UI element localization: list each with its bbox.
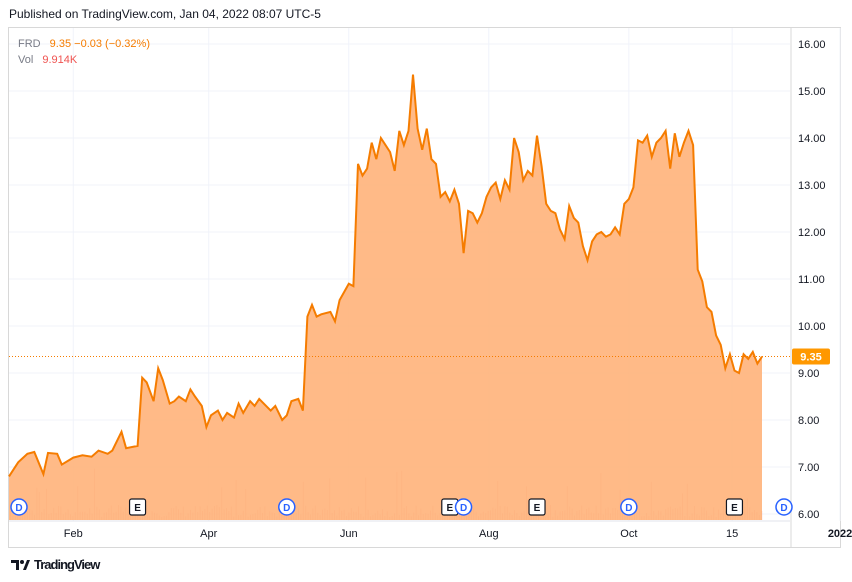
dividend-marker[interactable]: D bbox=[620, 498, 638, 516]
y-tick-label: 14.00 bbox=[798, 133, 826, 145]
price-tag: 9.35 bbox=[792, 348, 830, 365]
x-tick-label: Feb bbox=[64, 528, 83, 540]
published-caption: Published on TradingView.com, Jan 04, 20… bbox=[9, 7, 321, 21]
svg-text:E: E bbox=[731, 503, 738, 514]
x-tick-label: Oct bbox=[620, 528, 637, 540]
x-tick-label: 2022 bbox=[828, 528, 852, 540]
legend-volume-value: 9.914K bbox=[42, 54, 78, 66]
y-tick-label: 11.00 bbox=[798, 274, 825, 286]
earnings-marker[interactable]: E bbox=[725, 498, 744, 516]
svg-text:D: D bbox=[460, 503, 467, 514]
legend-volume-row: Vol 9.914K bbox=[18, 52, 150, 68]
svg-text:D: D bbox=[283, 503, 290, 514]
svg-text:E: E bbox=[134, 503, 141, 514]
tradingview-logo-icon bbox=[11, 559, 30, 570]
y-tick-label: 7.00 bbox=[798, 462, 819, 474]
dividend-marker[interactable]: D bbox=[278, 498, 296, 516]
price-axis: 6.00 7.00 8.00 9.00 10.00 11.00 12.00 13.00 14.0… bbox=[798, 39, 826, 521]
svg-text:E: E bbox=[446, 503, 453, 514]
svg-text:D: D bbox=[625, 503, 632, 514]
y-tick-label: 8.00 bbox=[798, 415, 819, 427]
earnings-marker[interactable]: E bbox=[528, 498, 546, 516]
legend-price: 9.35 bbox=[49, 38, 72, 50]
price-tag-box bbox=[792, 348, 830, 365]
earnings-marker[interactable]: E bbox=[128, 498, 147, 516]
dividend-marker[interactable]: D bbox=[10, 498, 28, 516]
legend-symbol: FRD bbox=[18, 38, 41, 50]
svg-text:D: D bbox=[780, 503, 787, 514]
dividend-marker[interactable]: D bbox=[775, 498, 793, 516]
y-tick-label: 16.00 bbox=[798, 39, 826, 51]
legend-volume-label: Vol bbox=[18, 54, 34, 66]
dividend-marker[interactable]: D bbox=[454, 498, 473, 516]
tradingview-logo-text: TradingView bbox=[34, 557, 100, 572]
y-tick-label: 15.00 bbox=[798, 86, 826, 98]
x-tick-label: Apr bbox=[200, 528, 217, 540]
price-area bbox=[9, 74, 762, 520]
price-line bbox=[8, 74, 763, 478]
y-tick-label: 10.00 bbox=[798, 321, 826, 333]
svg-text:D: D bbox=[15, 503, 22, 514]
time-axis: Feb Apr Jun Aug Oct 15 2022 bbox=[64, 528, 852, 540]
y-tick-label: 9.00 bbox=[798, 368, 819, 380]
footer-branding[interactable]: TradingView bbox=[10, 557, 100, 572]
svg-text:E: E bbox=[534, 503, 541, 514]
x-tick-label: 15 bbox=[726, 528, 738, 540]
price-tag-label: 9.35 bbox=[800, 352, 821, 364]
legend-price-row: FRD 9.35 −0.03 (−0.32%) bbox=[18, 36, 150, 52]
y-tick-label: 13.00 bbox=[798, 180, 826, 192]
legend-change: −0.03 (−0.32%) bbox=[74, 38, 150, 50]
y-tick-label: 12.00 bbox=[798, 227, 826, 239]
x-tick-label: Aug bbox=[479, 528, 499, 540]
legend: FRD 9.35 −0.03 (−0.32%) Vol 9.914K bbox=[18, 36, 150, 68]
y-tick-label: 6.00 bbox=[798, 509, 819, 521]
x-tick-label: Jun bbox=[340, 528, 358, 540]
